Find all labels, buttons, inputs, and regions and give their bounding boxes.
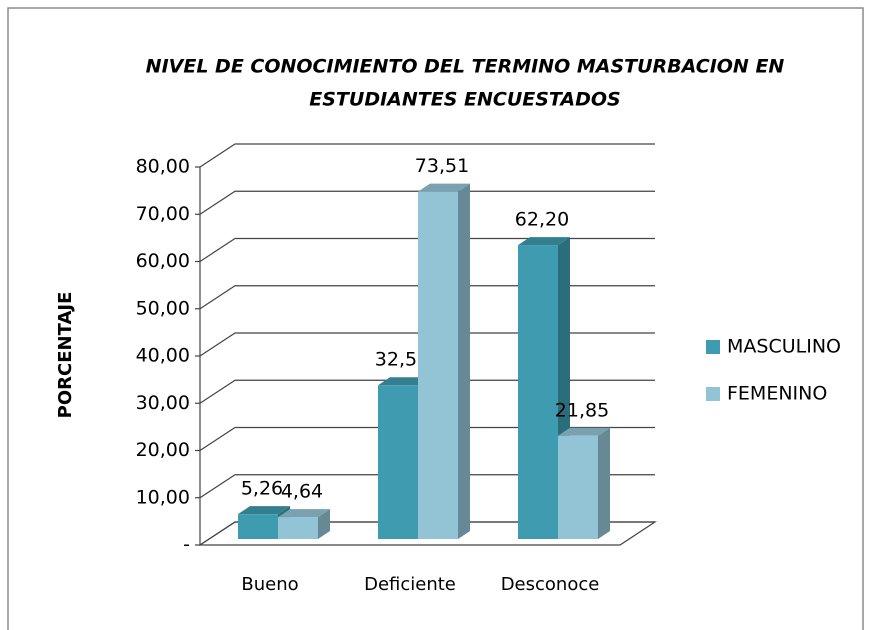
x-tick-label: Bueno — [241, 574, 298, 595]
data-label: 21,85 — [555, 399, 609, 421]
y-tick-label: 40,00 — [136, 345, 190, 367]
grid-line — [199, 474, 655, 499]
grid-line — [199, 237, 655, 263]
legend-swatch — [706, 387, 720, 401]
data-label: 32,54 — [375, 349, 429, 371]
y-tick-label: - — [183, 534, 190, 556]
bar-side — [598, 427, 610, 539]
y-tick-label: 10,00 — [136, 486, 190, 508]
grid-line — [199, 521, 655, 546]
y-tick-label: 30,00 — [136, 392, 190, 414]
data-label: 62,20 — [515, 209, 569, 231]
bar-top — [518, 237, 570, 246]
bar-top — [558, 427, 610, 436]
data-label: 4,64 — [281, 481, 323, 503]
y-tick-label: 50,00 — [136, 297, 190, 319]
bar-top — [238, 506, 290, 515]
y-axis-title: PORCENTAJE — [55, 292, 76, 419]
grid-line — [199, 143, 655, 168]
y-tick-label: 80,00 — [136, 156, 190, 178]
chart-title: NIVEL DE CONOCIMIENTO DEL TERMINO MASTUR… — [146, 56, 785, 78]
bar-side — [318, 509, 330, 539]
bar-top — [418, 183, 470, 192]
grid-line — [199, 379, 655, 404]
grid-line — [199, 332, 655, 357]
bar — [518, 245, 558, 540]
bar-top — [378, 377, 430, 386]
data-label: 73,51 — [415, 155, 469, 177]
grid-line — [199, 190, 655, 215]
data-label: 5,26 — [241, 478, 283, 500]
bar — [238, 514, 278, 539]
x-tick-label: Deficiente — [364, 574, 456, 595]
legend-label: FEMENINO — [727, 383, 827, 405]
legend-label: MASCULINO — [727, 336, 841, 358]
y-tick-label: 70,00 — [136, 203, 190, 225]
x-tick-label: Desconoce — [501, 574, 600, 595]
legend-swatch — [706, 340, 720, 354]
chart-title: ESTUDIANTES ENCUESTADOS — [309, 89, 620, 111]
bar — [558, 435, 598, 539]
y-tick-label: 20,00 — [136, 439, 190, 461]
y-tick-label: 60,00 — [136, 250, 190, 272]
bar — [418, 191, 458, 539]
bar — [278, 517, 318, 539]
bar-top — [278, 509, 330, 518]
grid-line — [199, 285, 655, 310]
grid-line — [199, 426, 655, 452]
bar-side — [458, 183, 470, 539]
bar — [378, 385, 418, 539]
